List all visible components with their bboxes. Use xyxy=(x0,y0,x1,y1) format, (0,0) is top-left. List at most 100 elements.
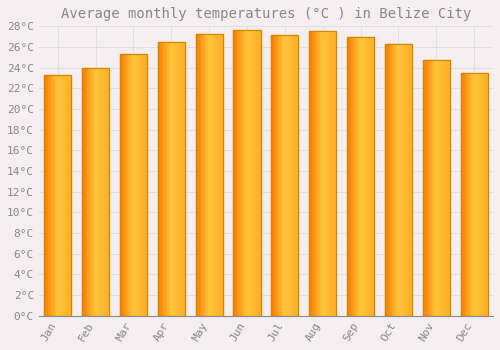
Bar xyxy=(351,37,352,316)
Bar xyxy=(50,75,51,316)
Bar xyxy=(255,30,256,316)
Bar xyxy=(44,75,72,316)
Bar xyxy=(174,42,176,316)
Bar xyxy=(89,68,90,316)
Bar xyxy=(443,61,444,316)
Bar xyxy=(130,54,132,316)
Bar xyxy=(142,54,143,316)
Bar xyxy=(240,30,242,316)
Bar xyxy=(176,42,178,316)
Bar xyxy=(347,37,348,316)
Bar xyxy=(405,44,406,316)
Bar xyxy=(444,61,446,316)
Bar xyxy=(360,37,362,316)
Bar xyxy=(101,68,102,316)
Bar xyxy=(58,75,59,316)
Bar xyxy=(218,34,220,316)
Bar xyxy=(408,44,410,316)
Bar xyxy=(234,30,260,316)
Bar xyxy=(312,32,313,316)
Bar xyxy=(256,30,258,316)
Bar xyxy=(394,44,396,316)
Bar xyxy=(466,73,468,316)
Bar xyxy=(134,54,135,316)
Bar xyxy=(238,30,239,316)
Bar xyxy=(309,32,310,316)
Bar xyxy=(396,44,397,316)
Bar xyxy=(96,68,97,316)
Bar xyxy=(430,61,431,316)
Bar xyxy=(170,42,172,316)
Bar xyxy=(460,73,462,316)
Bar xyxy=(460,73,488,316)
Bar xyxy=(356,37,358,316)
Bar xyxy=(62,75,63,316)
Bar xyxy=(64,75,66,316)
Bar xyxy=(82,68,109,316)
Bar xyxy=(138,54,139,316)
Bar xyxy=(274,35,276,316)
Bar xyxy=(213,34,214,316)
Bar xyxy=(120,54,147,316)
Bar xyxy=(435,61,436,316)
Bar xyxy=(106,68,108,316)
Bar xyxy=(234,30,236,316)
Bar xyxy=(474,73,476,316)
Bar xyxy=(370,37,372,316)
Bar xyxy=(386,44,388,316)
Bar xyxy=(159,42,160,316)
Bar xyxy=(208,34,209,316)
Bar xyxy=(281,35,282,316)
Bar xyxy=(285,35,286,316)
Bar xyxy=(48,75,50,316)
Bar xyxy=(70,75,71,316)
Bar xyxy=(439,61,440,316)
Bar xyxy=(318,32,320,316)
Title: Average monthly temperatures (°C ) in Belize City: Average monthly temperatures (°C ) in Be… xyxy=(60,7,471,21)
Bar xyxy=(397,44,398,316)
Bar xyxy=(139,54,140,316)
Bar xyxy=(248,30,250,316)
Bar xyxy=(105,68,106,316)
Bar xyxy=(120,54,121,316)
Bar xyxy=(470,73,472,316)
Bar xyxy=(247,30,248,316)
Bar xyxy=(166,42,167,316)
Bar xyxy=(52,75,54,316)
Bar xyxy=(297,35,298,316)
Bar xyxy=(428,61,430,316)
Bar xyxy=(271,35,298,316)
Bar xyxy=(352,37,354,316)
Bar xyxy=(135,54,136,316)
Bar xyxy=(254,30,255,316)
Bar xyxy=(84,68,86,316)
Bar xyxy=(44,75,46,316)
Bar xyxy=(331,32,332,316)
Bar xyxy=(128,54,130,316)
Bar xyxy=(172,42,174,316)
Bar xyxy=(472,73,473,316)
Bar xyxy=(438,61,439,316)
Bar xyxy=(385,44,386,316)
Bar xyxy=(184,42,185,316)
Bar xyxy=(426,61,428,316)
Bar xyxy=(292,35,293,316)
Bar xyxy=(92,68,93,316)
Bar xyxy=(244,30,246,316)
Bar xyxy=(210,34,212,316)
Bar xyxy=(392,44,393,316)
Bar xyxy=(178,42,180,316)
Bar xyxy=(476,73,477,316)
Bar xyxy=(86,68,88,316)
Bar xyxy=(359,37,360,316)
Bar xyxy=(358,37,359,316)
Bar xyxy=(422,61,424,316)
Bar xyxy=(124,54,126,316)
Bar xyxy=(242,30,243,316)
Bar xyxy=(182,42,184,316)
Bar xyxy=(484,73,485,316)
Bar xyxy=(432,61,434,316)
Bar xyxy=(447,61,448,316)
Bar xyxy=(94,68,96,316)
Bar xyxy=(140,54,141,316)
